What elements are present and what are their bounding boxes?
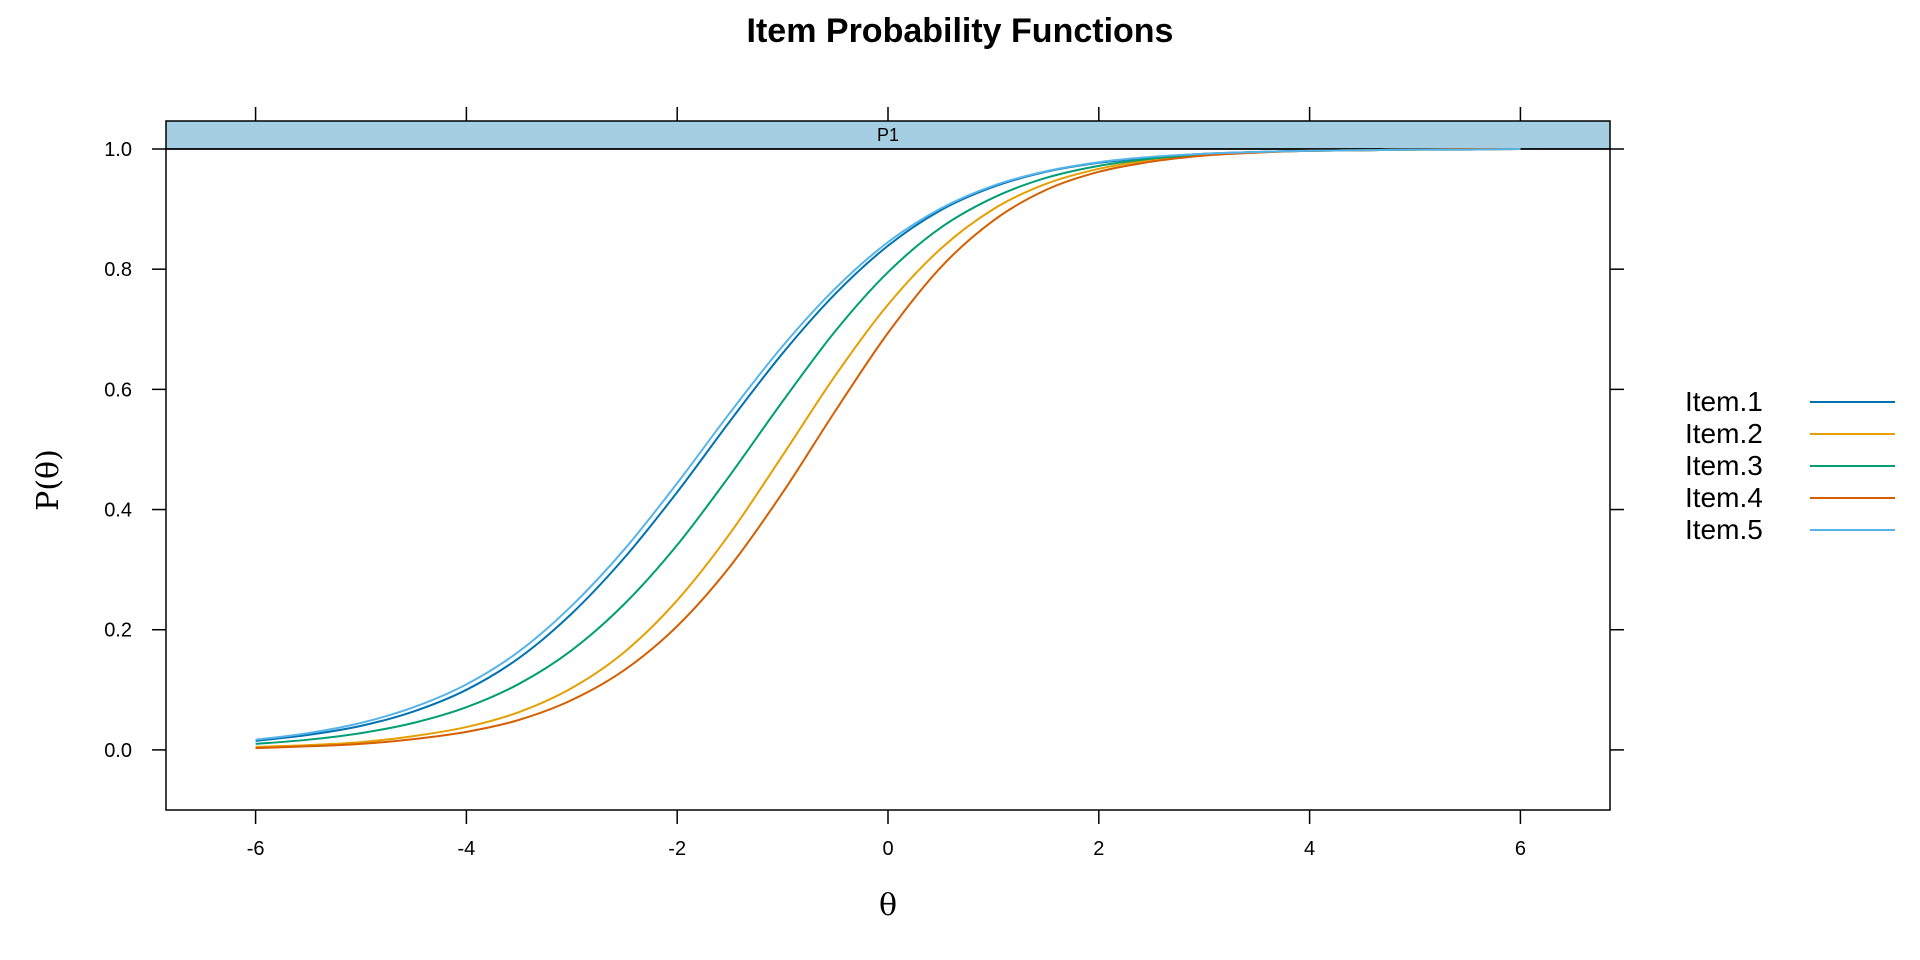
legend-label-item-3: Item.3 [1685, 450, 1763, 481]
x-tick-label: -2 [668, 838, 686, 860]
x-tick-label: 4 [1304, 838, 1315, 860]
axis-ticks [152, 107, 1624, 824]
x-tick-label: 6 [1515, 838, 1526, 860]
legend-label-item-4: Item.4 [1685, 482, 1763, 513]
y-tick-label: 0.4 [104, 500, 132, 522]
y-tick-label: 0.6 [104, 379, 132, 401]
x-tick-label: -6 [247, 838, 265, 860]
y-tick-label: 1.0 [104, 139, 132, 161]
legend-label-item-2: Item.2 [1685, 418, 1763, 449]
axis-tick-labels: -6 -4 -2 0 2 4 6 0.0 0.2 0.4 0.6 0.8 1.0 [104, 139, 1526, 860]
x-tick-label: 2 [1093, 838, 1104, 860]
y-axis-label: P(θ) [31, 449, 66, 511]
series-line-item-1 [255, 148, 1521, 742]
y-tick-label: 0.2 [104, 620, 132, 642]
plot-frame [165, 148, 1611, 811]
series-line-item-2 [255, 148, 1521, 748]
series-lines [255, 147, 1521, 750]
series-line-item-3 [255, 147, 1521, 745]
x-axis-label: θ [879, 888, 897, 923]
series-line-item-5 [255, 148, 1521, 741]
y-tick-label: 0.0 [104, 740, 132, 762]
chart-title: Item Probability Functions [747, 12, 1174, 50]
x-tick-label: -4 [457, 838, 475, 860]
x-tick-label: 0 [882, 838, 893, 860]
legend-label-item-5: Item.5 [1685, 514, 1763, 545]
legend-label-item-1: Item.1 [1685, 386, 1763, 417]
panel-strip [165, 120, 1611, 150]
panel-strip-label: P1 [877, 125, 899, 145]
series-line-item-4 [255, 147, 1521, 750]
y-tick-label: 0.8 [104, 259, 132, 281]
